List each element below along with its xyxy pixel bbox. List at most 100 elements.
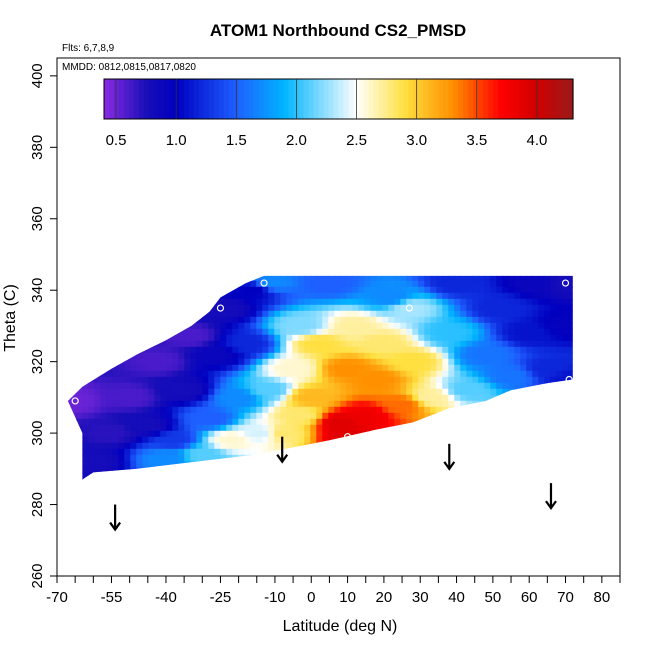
heatmap-cell [160,310,167,318]
heatmap-cell [520,400,527,408]
heatmap-cell [268,430,275,438]
heatmap-cell [316,370,323,378]
heatmap-cell [526,316,533,324]
heatmap-cell [232,430,239,438]
heatmap-cell [508,460,515,468]
heatmap-cell [322,400,329,408]
heatmap-cell [160,400,167,408]
heatmap-cell [208,454,215,462]
heatmap-cell [526,382,533,390]
heatmap-cell [442,328,449,336]
heatmap-cell [148,442,155,450]
heatmap-cell [130,292,137,300]
heatmap-cell [508,370,515,378]
x-tick-label: -10 [264,589,286,606]
heatmap-cell [454,364,461,372]
x-tick-label: 20 [376,589,393,606]
heatmap-cell [286,269,293,276]
heatmap-cell [178,382,185,390]
heatmap-cell [430,292,437,300]
heatmap-cell [286,292,293,300]
heatmap-cell [544,346,551,354]
heatmap-cell [448,478,455,480]
heatmap-cell [124,286,131,294]
heatmap-cell [298,448,305,456]
colorbar-segment [248,79,255,119]
heatmap-cell [478,346,485,354]
heatmap-cell [418,310,425,318]
heatmap-cell [118,388,125,396]
heatmap-cell [160,382,167,390]
heatmap-cell [256,376,263,384]
heatmap-cell [67,316,71,324]
heatmap-cell [202,340,209,348]
heatmap-cell [454,430,461,438]
heatmap-cell [292,436,299,444]
heatmap-cell [520,412,527,420]
heatmap-cell [472,304,479,312]
heatmap-cell [214,280,221,288]
heatmap-cell [94,394,101,402]
heatmap-cell [448,275,455,282]
heatmap-cell [568,304,573,312]
heatmap-cell [328,442,335,450]
heatmap-cell [520,346,527,354]
heatmap-cell [112,412,119,420]
heatmap-cell [484,400,491,408]
heatmap-cell [418,352,425,360]
heatmap-cell [538,304,545,312]
heatmap-cell [178,316,185,324]
heatmap-cell [544,466,551,474]
heatmap-cell [454,442,461,450]
heatmap-cell [454,370,461,378]
heatmap-cell [268,454,275,462]
heatmap-cell [322,370,329,378]
heatmap-cell [412,424,419,432]
heatmap-cell [430,472,437,480]
colorbar-segment [398,79,404,119]
heatmap-cell [466,346,473,354]
heatmap-cell [268,466,275,474]
heatmap-cell [484,448,491,456]
heatmap-cell [340,478,347,480]
heatmap-cell [67,460,71,468]
heatmap-cell [418,466,425,474]
heatmap-cell [220,346,227,354]
heatmap-cell [208,412,215,420]
heatmap-cell [352,382,359,390]
heatmap-cell [328,304,335,312]
heatmap-cell [454,292,461,300]
heatmap-cell [142,328,149,336]
heatmap-cell [67,346,71,354]
heatmap-cell [346,400,353,408]
heatmap-cell [208,322,215,330]
heatmap-cell [130,388,137,396]
heatmap-cell [238,478,245,480]
heatmap-cell [94,472,101,480]
y-tick-label: 300 [29,421,46,446]
heatmap-cell [124,436,131,444]
heatmap-cell [232,275,239,282]
heatmap-cell [460,382,467,390]
heatmap-cell [340,388,347,396]
colorbar-segment [268,79,275,119]
heatmap-cell [526,275,533,282]
heatmap-cell [472,340,479,348]
heatmap-cell [148,430,155,438]
heatmap-cell [514,298,521,306]
heatmap-cell [136,275,143,282]
heatmap-cell [292,376,299,384]
heatmap-cell [106,448,113,456]
heatmap-cell [514,424,521,432]
heatmap-cell [460,304,467,312]
heatmap-cell [568,382,573,390]
heatmap-cell [67,364,71,372]
heatmap-cell [184,275,191,282]
heatmap-cell [358,448,365,456]
heatmap-cell [346,340,353,348]
heatmap-cell [346,412,353,420]
heatmap-cell [82,448,89,456]
heatmap-cell [100,334,107,342]
heatmap-cell [256,275,263,282]
x-tick-label: -25 [210,589,232,606]
